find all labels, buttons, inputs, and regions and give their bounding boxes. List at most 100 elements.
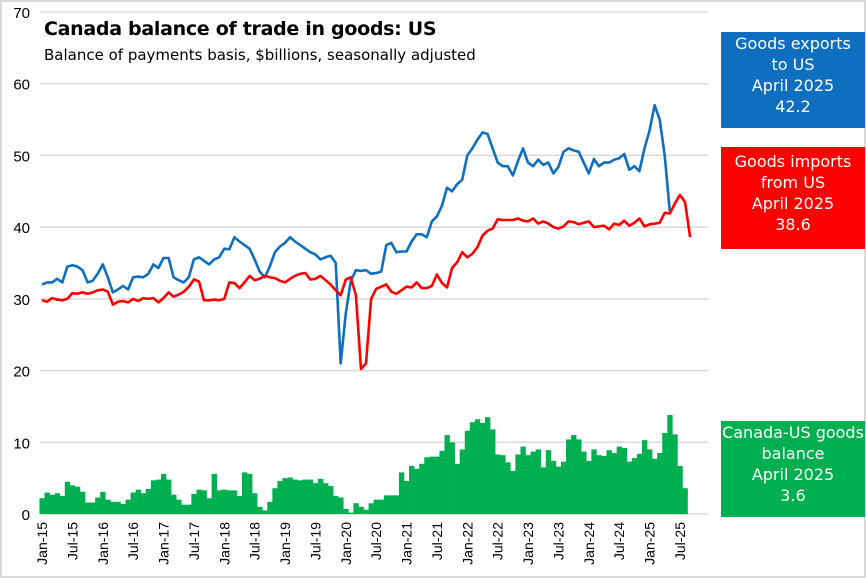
balance-bar: [282, 478, 288, 514]
balance-bar: [535, 449, 542, 514]
exports-callout-line: Goods exports: [735, 34, 851, 53]
balance-bar: [317, 478, 324, 514]
balance-bar: [186, 504, 192, 514]
x-tick-label: Jul-21: [429, 522, 445, 560]
balance-bar: [90, 502, 96, 514]
balance-bar: [236, 496, 243, 514]
x-tick-label: Jul-17: [186, 522, 202, 560]
balance-bar: [550, 460, 557, 514]
balance-bar: [85, 502, 91, 514]
x-tick-label: Jan-21: [399, 522, 415, 565]
y-tick-label: 20: [13, 364, 30, 381]
balance-bar: [49, 494, 55, 514]
balance-bar: [211, 473, 217, 514]
balance-bar: [343, 508, 349, 514]
balance-bar: [540, 467, 547, 514]
balance-bar: [241, 472, 248, 514]
imports-callout: Goods imports from US April 2025 38.6: [721, 147, 865, 249]
balance-bar: [272, 488, 278, 514]
balance-bar: [216, 490, 223, 514]
balance-bar: [150, 480, 157, 514]
x-tick-label: Jan-16: [95, 522, 111, 565]
balance-bar: [348, 512, 354, 514]
balance-bar: [398, 472, 405, 514]
y-tick-label: 70: [13, 5, 30, 22]
balance-bar: [657, 453, 663, 514]
x-tick-label: Jan-24: [581, 522, 597, 565]
balance-bar: [100, 491, 106, 514]
balance-bar: [155, 479, 162, 514]
balance-bar: [611, 453, 617, 514]
balance-bar: [495, 454, 501, 514]
balance-bar: [662, 432, 668, 514]
balance-bar: [449, 442, 455, 514]
imports-callout-value: 38.6: [775, 215, 811, 234]
balance-bar: [515, 454, 521, 514]
exports-callout-value: 42.2: [775, 97, 811, 116]
balance-bar: [419, 463, 425, 514]
y-tick-label: 50: [13, 148, 30, 165]
balance-bar: [404, 481, 410, 514]
balance-bar: [125, 499, 131, 514]
x-tick-label: Jul-16: [125, 522, 141, 560]
balance-bar: [474, 419, 481, 514]
imports-callout-line: Goods imports: [734, 152, 852, 171]
exports-callout-line: April 2025: [751, 76, 835, 95]
balance-bar: [277, 481, 283, 514]
balance-bar: [485, 417, 491, 514]
x-tick-label: Jul-25: [672, 522, 688, 560]
balance-bar: [434, 456, 440, 514]
balance-bar: [201, 490, 207, 514]
balance-bar: [586, 460, 592, 514]
balance-bar: [74, 486, 81, 514]
balance-bar: [560, 461, 567, 514]
balance-bar: [79, 491, 86, 514]
balance-bar: [226, 490, 233, 514]
balance-bar: [287, 477, 293, 514]
balance-bar: [353, 503, 359, 514]
balance-bar: [297, 480, 304, 514]
balance-bar: [221, 489, 228, 514]
balance-bar: [171, 494, 177, 514]
chart-title: Canada balance of trade in goods: US: [44, 18, 437, 40]
balance-bar: [120, 503, 126, 514]
balance-bar: [328, 486, 334, 514]
y-tick-label: 0: [22, 507, 30, 524]
balance-bar: [95, 497, 101, 514]
balance-bar: [105, 499, 111, 514]
balance-bar: [459, 449, 466, 514]
balance-bar: [176, 499, 182, 514]
balance-bar: [500, 455, 506, 514]
balance-bar: [581, 451, 587, 514]
x-tick-label: Jul-19: [307, 522, 323, 560]
balance-bar: [591, 449, 597, 514]
balance-bar: [652, 458, 658, 514]
balance-bar: [621, 448, 628, 514]
balance-bar: [672, 434, 678, 514]
balance-bar: [490, 429, 496, 514]
balance-bar: [322, 483, 329, 514]
balance-bar: [110, 501, 116, 514]
balance-bar: [601, 455, 607, 514]
x-tick-label: Jan-17: [156, 522, 172, 565]
balance-bar: [479, 422, 486, 514]
series-line-imports: [41, 193, 692, 371]
balance-bar: [231, 490, 238, 514]
balance-bar: [262, 510, 268, 514]
balance-bar: [464, 430, 471, 514]
balance-bar: [393, 495, 400, 514]
balance-bar: [54, 493, 61, 514]
balance-bar: [252, 493, 258, 514]
x-tick-label: Jan-25: [642, 522, 658, 565]
balance-bar: [166, 479, 172, 514]
balance-bar: [59, 496, 66, 514]
x-tick-label: Jan-19: [277, 522, 293, 565]
balance-bar: [626, 461, 633, 514]
x-tick-label: Jan-20: [338, 522, 354, 565]
balance-bar: [505, 462, 511, 514]
balance-callout-value: 3.6: [780, 486, 806, 505]
balance-callout: Canada-US goods balance April 2025 3.6: [721, 421, 865, 517]
balance-callout-line: April 2025: [751, 465, 835, 484]
balance-bar: [378, 499, 385, 514]
